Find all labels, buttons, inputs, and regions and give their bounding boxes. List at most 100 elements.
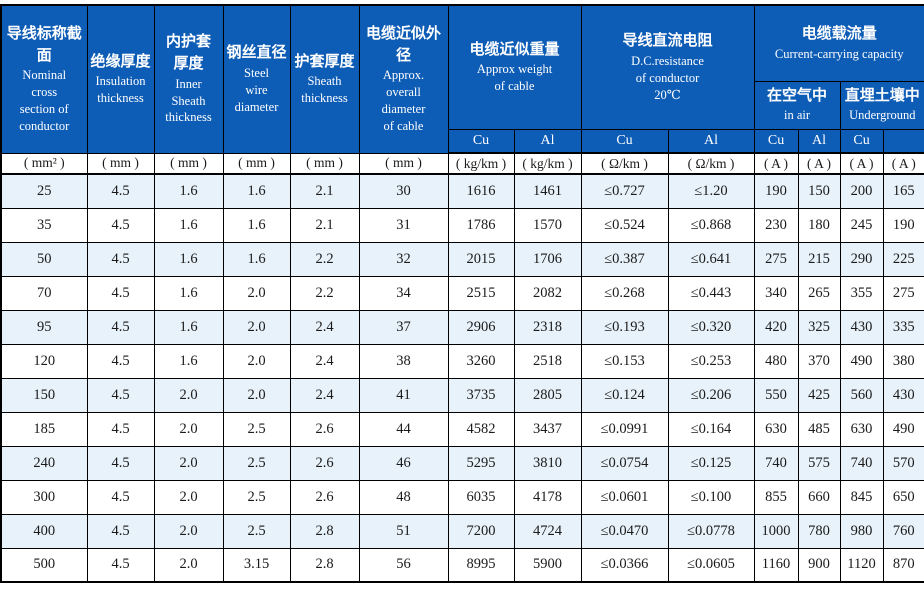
table-cell: 2.4 <box>289 377 360 413</box>
table-row: 95 4.5 1.6 2.0 2.4 37 2906 2318 ≤0.193 ≤0.320 420 3… <box>0 309 924 345</box>
table-cell: ≤0.193 <box>580 309 669 345</box>
header-in-air: 在空气中 in air <box>753 80 841 130</box>
unit-cell: ( mm ) <box>86 152 155 175</box>
table-cell: 3437 <box>513 411 582 447</box>
table-cell: 95 <box>0 309 88 345</box>
unit-cell: ( kg/km ) <box>513 152 582 175</box>
table-cell: 165 <box>882 173 924 209</box>
table-cell: 7200 <box>447 513 515 549</box>
table-cell: 3735 <box>447 377 515 413</box>
table-row: 50 4.5 1.6 1.6 2.2 32 2015 1706 ≤0.387 ≤0.641 275 2… <box>0 241 924 277</box>
table-cell: 4.5 <box>86 445 155 481</box>
unit-cell: ( A ) <box>797 152 841 175</box>
table-cell: 1570 <box>513 207 582 243</box>
table-cell: 900 <box>797 547 841 583</box>
header-inner-sheath-zh: 内护套 厚度 <box>165 34 211 72</box>
table-cell: ≤0.0601 <box>580 479 669 515</box>
table-body: 25 4.5 1.6 1.6 2.1 30 1616 1461 ≤0.727 ≤1.20 190 15… <box>0 173 924 583</box>
table-cell: 870 <box>882 547 924 583</box>
table-cell: 4.5 <box>86 513 155 549</box>
unit-cell: ( mm ) <box>289 152 360 175</box>
table-cell: ≤0.868 <box>667 207 755 243</box>
table-cell: ≤0.0605 <box>667 547 755 583</box>
table-cell: 2.5 <box>222 445 291 481</box>
table-cell: 48 <box>358 479 449 515</box>
table-cell: 34 <box>358 275 449 311</box>
table-cell: 1000 <box>753 513 799 549</box>
table-cell: 1.6 <box>222 173 291 209</box>
table-row: 300 4.5 2.0 2.5 2.6 48 6035 4178 ≤0.0601 ≤0.100 85… <box>0 479 924 515</box>
table-cell: 150 <box>0 377 88 413</box>
table-cell: 4178 <box>513 479 582 515</box>
table-cell: ≤0.268 <box>580 275 669 311</box>
table-cell: 4.5 <box>86 309 155 345</box>
table-cell: 8995 <box>447 547 515 583</box>
table-cell: 650 <box>882 479 924 515</box>
table-cell: 2805 <box>513 377 582 413</box>
table-cell: 550 <box>753 377 799 413</box>
table-cell: 1.6 <box>222 207 291 243</box>
subheader-air-cu: Cu <box>753 128 799 154</box>
table-cell: 2.8 <box>289 513 360 549</box>
table-cell: 4582 <box>447 411 515 447</box>
table-cell: ≤0.164 <box>667 411 755 447</box>
table-cell: 265 <box>797 275 841 311</box>
table-cell: 150 <box>797 173 841 209</box>
table-cell: 2.5 <box>222 513 291 549</box>
header-underground-zh: 直埋土壤中 <box>844 87 920 104</box>
table-cell: 190 <box>882 207 924 243</box>
table-cell: ≤0.153 <box>580 343 669 379</box>
units-row: ( mm² ) ( mm ) ( mm ) ( mm ) ( mm ) ( mm… <box>0 152 924 175</box>
header-current-carrying-capacity: 电缆载流量 Current-carrying capacity <box>753 4 924 82</box>
table-cell: 2.0 <box>153 513 224 549</box>
table-cell: 245 <box>839 207 884 243</box>
subheader-resistance-cu: Cu <box>580 128 669 154</box>
table-cell: 32 <box>358 241 449 277</box>
header-insulation-en: Insulation thickness <box>95 74 146 106</box>
table-cell: 630 <box>753 411 799 447</box>
table-cell: 6035 <box>447 479 515 515</box>
table-cell: 4.5 <box>86 275 155 311</box>
table-cell: 41 <box>358 377 449 413</box>
table-cell: 2.0 <box>153 445 224 481</box>
table-cell: 2.0 <box>153 377 224 413</box>
table-cell: 240 <box>0 445 88 481</box>
table-cell: 215 <box>797 241 841 277</box>
table-cell: 4.5 <box>86 547 155 583</box>
table-cell: 2.4 <box>289 309 360 345</box>
table-cell: 780 <box>797 513 841 549</box>
subheader-weight-cu: Cu <box>447 128 515 154</box>
table-row: 120 4.5 1.6 2.0 2.4 38 3260 2518 ≤0.153 ≤0.253 480… <box>0 343 924 379</box>
header-inner-sheath-en: Inner Sheath thickness <box>165 76 212 125</box>
subheader-underground-cu: Cu <box>839 128 884 154</box>
header-overall-diameter: 电缆近似外径 Approx. overall diameter of cable <box>358 4 449 154</box>
table-cell: 490 <box>839 343 884 379</box>
table-cell: 1706 <box>513 241 582 277</box>
table-cell: 355 <box>839 275 884 311</box>
table-cell: ≤0.727 <box>580 173 669 209</box>
table-cell: 230 <box>753 207 799 243</box>
table-cell: 5295 <box>447 445 515 481</box>
table-cell: ≤0.641 <box>667 241 755 277</box>
subheader-resistance-al: Al <box>667 128 755 154</box>
table-cell: 2.0 <box>153 411 224 447</box>
table-cell: 70 <box>0 275 88 311</box>
table-cell: 2082 <box>513 275 582 311</box>
table-cell: 5900 <box>513 547 582 583</box>
table-cell: 2318 <box>513 309 582 345</box>
header-steel-wire-en: Steel wire diameter <box>234 65 279 114</box>
table-cell: 630 <box>839 411 884 447</box>
header-underground: 直埋土壤中 Underground <box>839 80 924 130</box>
unit-cell: ( A ) <box>839 152 884 175</box>
table-cell: 2.6 <box>289 411 360 447</box>
header-overall-diameter-zh: 电缆近似外径 <box>365 25 441 64</box>
table-cell: 35 <box>0 207 88 243</box>
table-cell: 1120 <box>839 547 884 583</box>
table-cell: 2.2 <box>289 275 360 311</box>
table-cell: 425 <box>797 377 841 413</box>
header-dc-resistance-zh: 导线直流电阻 <box>622 33 713 50</box>
table-cell: 570 <box>882 445 924 481</box>
table-cell: 4.5 <box>86 411 155 447</box>
header-nominal-zh: 导线标称截面 <box>6 25 82 64</box>
table-cell: ≤0.0754 <box>580 445 669 481</box>
